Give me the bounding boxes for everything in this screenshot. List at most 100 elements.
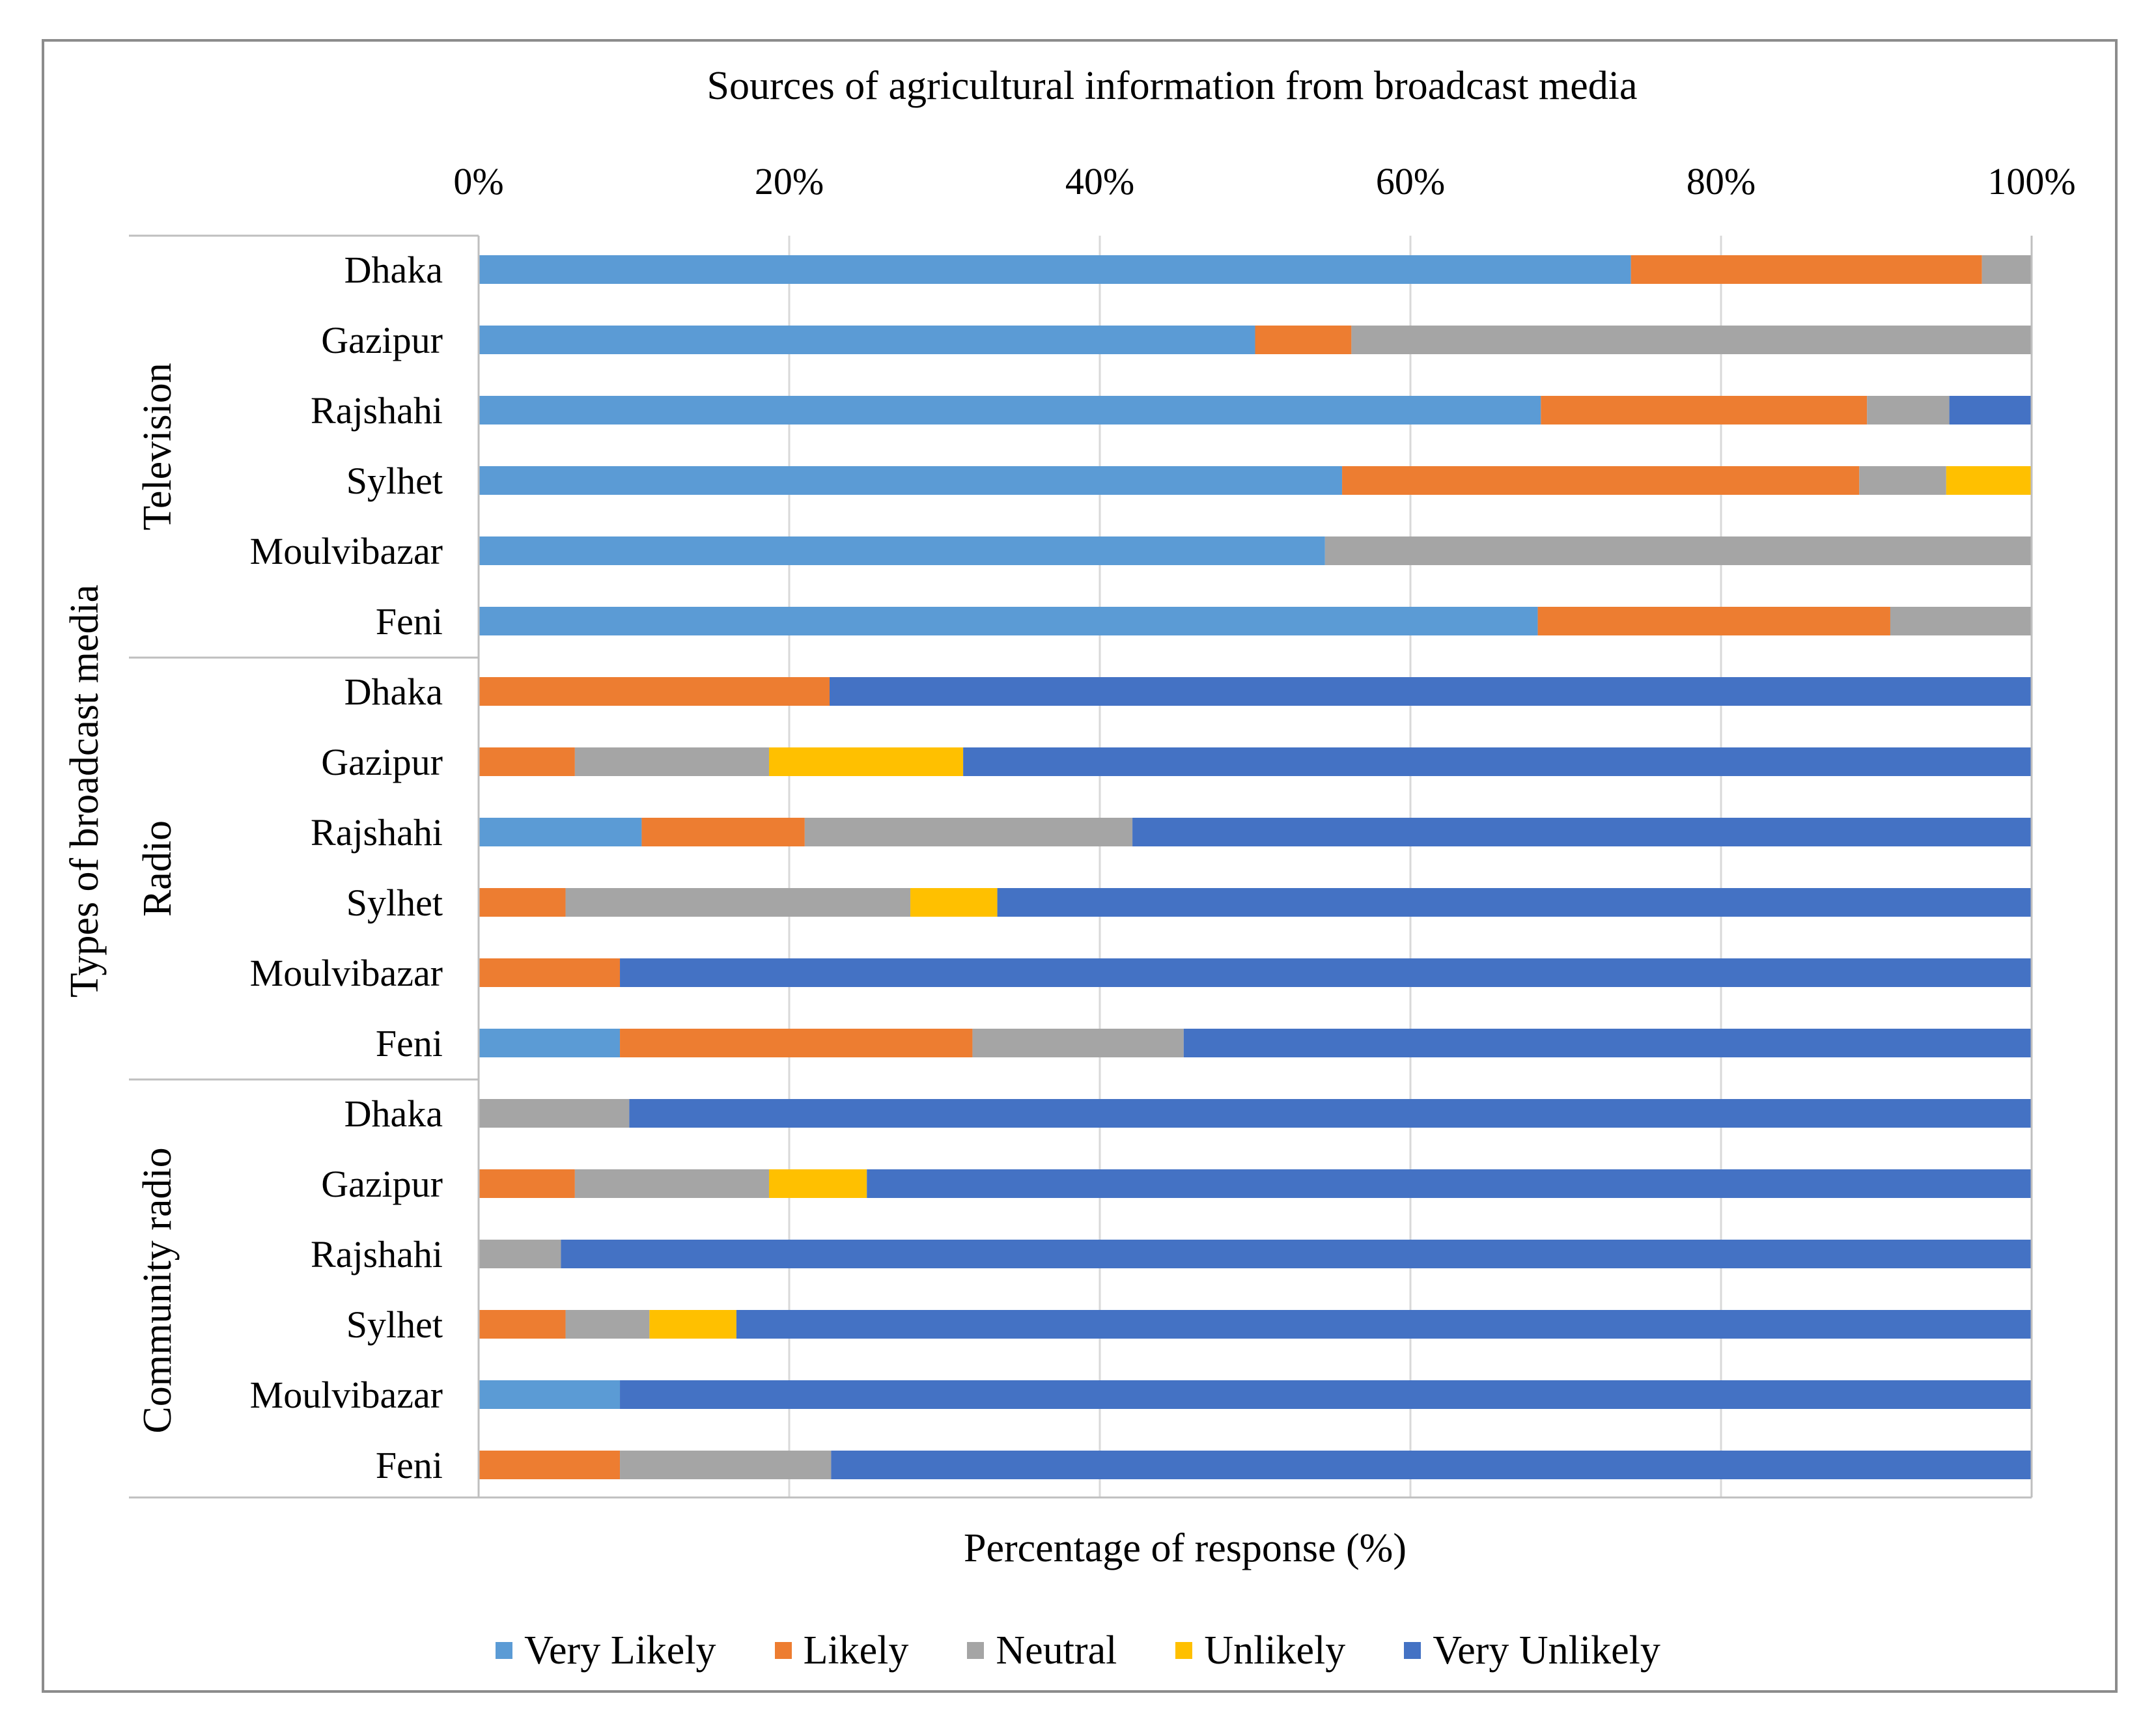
bar-segment-very-unlikely bbox=[963, 747, 2032, 776]
bar-segment-likely bbox=[1541, 396, 1868, 425]
legend: Very Likely Likely Neutral Unlikely Very Unl… bbox=[0, 1621, 2156, 1680]
bar-segment-neutral bbox=[479, 1240, 561, 1268]
bar-segment-very-likely bbox=[479, 607, 1538, 635]
bar-segment-unlikely bbox=[910, 888, 998, 917]
x-tick-label: 100% bbox=[1987, 160, 2075, 202]
x-tick-label: 60% bbox=[1376, 160, 1445, 202]
group-label: Community radio bbox=[135, 1147, 180, 1433]
category-label: Sylhet bbox=[346, 460, 443, 502]
bar-segment-neutral bbox=[620, 1451, 832, 1479]
x-tick-label: 20% bbox=[755, 160, 824, 202]
bar-segment-unlikely bbox=[1946, 466, 2032, 495]
legend-label: Unlikely bbox=[1204, 1628, 1346, 1673]
group-label: Television bbox=[135, 363, 180, 530]
bar-segment-very-unlikely bbox=[997, 888, 2032, 917]
bar-segment-very-likely bbox=[479, 255, 1631, 284]
bar-segment-likely bbox=[479, 1310, 566, 1339]
category-label: Feni bbox=[376, 600, 443, 643]
legend-label: Very Unlikely bbox=[1433, 1628, 1660, 1673]
legend-item: Likely bbox=[774, 1628, 908, 1674]
bars bbox=[479, 255, 2032, 1479]
category-label: Moulvibazar bbox=[250, 1374, 443, 1416]
legend-item: Neutral bbox=[967, 1628, 1117, 1674]
bar-segment-very-unlikely bbox=[830, 677, 2032, 706]
bar-segment-likely bbox=[1342, 466, 1860, 495]
bar-segment-unlikely bbox=[768, 747, 964, 776]
bar-segment-very-unlikely bbox=[1132, 818, 2032, 846]
legend-swatch bbox=[967, 1642, 985, 1659]
bar-segment-likely bbox=[1537, 607, 1890, 635]
bar-segment-likely bbox=[1631, 255, 1982, 284]
category-label: Moulvibazar bbox=[250, 530, 443, 572]
category-label: Gazipur bbox=[321, 319, 443, 361]
bar-segment-very-unlikely bbox=[736, 1310, 2032, 1339]
category-label: Feni bbox=[376, 1022, 443, 1065]
category-label: Dhaka bbox=[344, 671, 443, 713]
axes: 0% 20% 40% 60% 80% 100% Television Dhaka Gazipur… bbox=[129, 160, 2076, 1499]
bar-segment-neutral bbox=[1859, 466, 1946, 495]
bar-segment-neutral bbox=[1351, 326, 2032, 354]
bar-segment-very-likely bbox=[479, 1029, 621, 1057]
bar-segment-very-likely bbox=[479, 536, 1325, 565]
bar-segment-likely bbox=[479, 747, 575, 776]
bar-segment-very-likely bbox=[479, 396, 1541, 425]
x-tick-label: 80% bbox=[1687, 160, 1756, 202]
x-tick-label: 0% bbox=[453, 160, 503, 202]
category-label: Sylhet bbox=[346, 882, 443, 924]
category-label: Rajshahi bbox=[311, 811, 443, 854]
legend-item: Very Unlikely bbox=[1404, 1628, 1660, 1674]
bar-segment-neutral bbox=[1867, 396, 1950, 425]
x-tick-label: 40% bbox=[1065, 160, 1134, 202]
bar-segment-very-likely bbox=[479, 1380, 621, 1409]
category-label: Feni bbox=[376, 1444, 443, 1486]
gridlines bbox=[477, 236, 2033, 1497]
category-label: Gazipur bbox=[321, 741, 443, 783]
legend-swatch bbox=[496, 1642, 513, 1659]
bar-segment-very-likely bbox=[479, 466, 1343, 495]
bar-segment-very-unlikely bbox=[867, 1169, 2032, 1198]
group-label: Radio bbox=[135, 820, 180, 917]
bar-segment-unlikely bbox=[768, 1169, 867, 1198]
bar-segment-very-likely bbox=[479, 326, 1255, 354]
bar-segment-likely bbox=[479, 1169, 575, 1198]
bar-segment-very-likely bbox=[479, 818, 642, 846]
chart-frame bbox=[42, 39, 2118, 1693]
bar-segment-neutral bbox=[1890, 607, 2032, 635]
bar-segment-neutral bbox=[1324, 536, 2032, 565]
bar-segment-very-unlikely bbox=[1183, 1029, 2032, 1057]
category-label: Rajshahi bbox=[311, 1233, 443, 1275]
category-label: Rajshahi bbox=[311, 389, 443, 432]
bar-segment-likely bbox=[479, 958, 621, 987]
bar-segment-very-unlikely bbox=[1949, 396, 2032, 425]
bar-segment-neutral bbox=[565, 1310, 650, 1339]
bar-segment-neutral bbox=[972, 1029, 1184, 1057]
category-label: Gazipur bbox=[321, 1163, 443, 1205]
category-label: Moulvibazar bbox=[250, 952, 443, 994]
bar-segment-likely bbox=[479, 888, 566, 917]
bar-segment-likely bbox=[479, 1451, 621, 1479]
bar-segment-very-unlikely bbox=[831, 1451, 2032, 1479]
chart-title: Sources of agricultural information from… bbox=[707, 64, 1638, 108]
legend-label: Neutral bbox=[996, 1628, 1117, 1673]
bar-segment-very-unlikely bbox=[629, 1099, 2032, 1128]
bar-segment-neutral bbox=[479, 1099, 630, 1128]
bar-segment-neutral bbox=[574, 747, 769, 776]
legend-swatch bbox=[1175, 1642, 1193, 1659]
bar-segment-likely bbox=[620, 1029, 973, 1057]
category-label: Dhaka bbox=[344, 1093, 443, 1135]
bar-segment-likely bbox=[641, 818, 805, 846]
bar-segment-unlikely bbox=[649, 1310, 736, 1339]
bar-segment-neutral bbox=[804, 818, 1133, 846]
bar-segment-very-unlikely bbox=[620, 1380, 2032, 1409]
y-axis-label: Types of broadcast media bbox=[63, 585, 107, 997]
bar-segment-very-unlikely bbox=[620, 958, 2032, 987]
bar-segment-neutral bbox=[565, 888, 911, 917]
legend-swatch bbox=[774, 1642, 792, 1659]
legend-item: Very Likely bbox=[496, 1628, 716, 1674]
legend-item: Unlikely bbox=[1175, 1628, 1345, 1674]
bar-segment-very-unlikely bbox=[561, 1240, 2032, 1268]
bar-segment-likely bbox=[479, 677, 830, 706]
legend-label: Very Likely bbox=[524, 1628, 716, 1673]
category-label: Dhaka bbox=[344, 249, 443, 291]
